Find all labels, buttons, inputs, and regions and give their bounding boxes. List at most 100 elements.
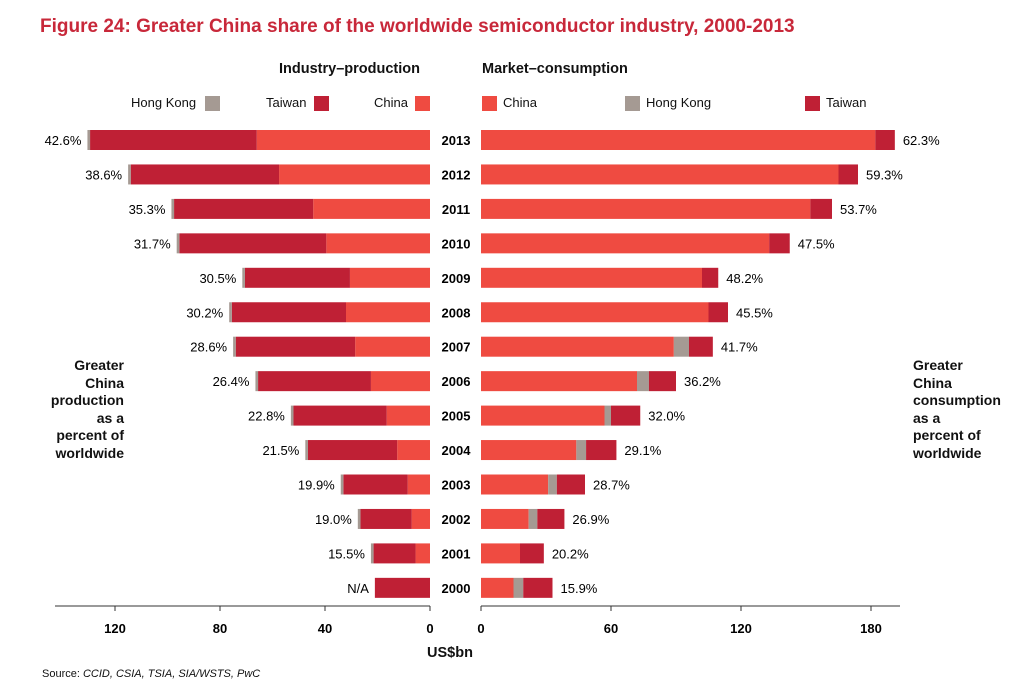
left-panel-title: Industry–production — [279, 61, 420, 77]
left-bar-china — [346, 302, 430, 323]
year-label: 2012 — [442, 167, 471, 182]
left-data-label: 35.3% — [129, 202, 166, 217]
year-label: 2008 — [442, 305, 471, 320]
year-label: 2001 — [442, 546, 471, 561]
left-bar-hongkong — [128, 164, 131, 185]
right-bar-china — [481, 371, 637, 392]
year-label: 2003 — [442, 478, 471, 493]
year-label: 2009 — [442, 271, 471, 286]
left-bar-taiwan — [174, 198, 314, 219]
right-bar-hongkong — [513, 577, 524, 598]
right-data-label: 29.1% — [624, 443, 661, 458]
right-bar-china — [481, 440, 577, 461]
legend-right-taiwan-swatch — [805, 96, 820, 111]
right-bar-taiwan — [648, 371, 676, 392]
right-bar-hongkong — [604, 405, 611, 426]
left-data-label: N/A — [347, 581, 369, 596]
left-bar-hongkong — [290, 405, 294, 426]
left-bar-china — [326, 233, 430, 254]
year-label: 2004 — [442, 443, 472, 458]
left-bar-taiwan — [179, 233, 327, 254]
right-side-label: Greater China consumption as a percent o… — [913, 357, 1001, 461]
left-bar-china — [397, 440, 430, 461]
legend-left-hongkong-swatch — [205, 96, 220, 111]
right-bar-china — [481, 543, 520, 564]
year-label: 2000 — [442, 581, 471, 596]
left-bar-hongkong — [340, 474, 344, 495]
left-bar-hongkong — [229, 302, 232, 323]
left-bar-hongkong — [305, 440, 308, 461]
legend-right-china-swatch — [482, 96, 497, 111]
right-bar-taiwan — [702, 267, 719, 288]
left-data-label: 19.9% — [298, 478, 335, 493]
legend-left-china-label: China — [374, 95, 408, 110]
left-data-label: 19.0% — [315, 512, 352, 527]
left-tick-label: 0 — [426, 621, 433, 636]
left-bar-hongkong — [370, 543, 374, 564]
left-bar-taiwan — [293, 405, 387, 426]
left-bar-taiwan — [307, 440, 398, 461]
right-bar-taiwan — [523, 577, 553, 598]
right-data-label: 45.5% — [736, 305, 773, 320]
left-bar-taiwan — [360, 508, 412, 529]
left-bar-china — [355, 336, 430, 357]
legend-left-china-swatch — [415, 96, 430, 111]
legend-right-hongkong-swatch — [625, 96, 640, 111]
left-data-label: 38.6% — [85, 167, 122, 182]
left-bar-taiwan — [90, 130, 257, 150]
year-label: 2010 — [442, 236, 471, 251]
left-bar-taiwan — [244, 267, 350, 288]
year-label: 2002 — [442, 512, 471, 527]
right-data-label: 32.0% — [648, 409, 685, 424]
left-bar-hongkong — [176, 233, 180, 254]
right-bar-hongkong — [528, 508, 538, 529]
right-tick-label: 180 — [860, 621, 882, 636]
right-bar-china — [481, 302, 709, 323]
right-data-label: 62.3% — [903, 133, 940, 148]
left-bar-china — [370, 371, 430, 392]
right-bar-taiwan — [520, 543, 544, 564]
left-bar-taiwan — [343, 474, 408, 495]
right-bar-taiwan — [769, 233, 790, 254]
right-tick-label: 120 — [730, 621, 752, 636]
right-bar-hongkong — [548, 474, 557, 495]
right-bar-china — [481, 164, 839, 185]
legend-right-hongkong-label: Hong Kong — [646, 95, 712, 110]
year-label: 2005 — [442, 409, 471, 424]
left-data-label: 30.5% — [199, 271, 236, 286]
legend-left-taiwan-label: Taiwan — [266, 95, 307, 110]
right-bar-china — [481, 336, 674, 357]
left-bar-china — [386, 405, 430, 426]
right-data-label: 59.3% — [866, 167, 903, 182]
right-bar-china — [481, 577, 514, 598]
left-bar-taiwan — [130, 164, 280, 185]
right-data-label: 15.9% — [561, 581, 598, 596]
right-data-label: 47.5% — [798, 236, 835, 251]
right-data-label: 53.7% — [840, 202, 877, 217]
x-axis-unit-label: US$bn — [427, 645, 473, 661]
right-data-label: 26.9% — [572, 512, 609, 527]
left-bar-hongkong — [255, 371, 259, 392]
left-bar-china — [415, 543, 430, 564]
right-data-label: 41.7% — [721, 340, 758, 355]
left-data-label: 15.5% — [328, 546, 365, 561]
year-label: 2013 — [442, 133, 471, 148]
right-bar-hongkong — [637, 371, 649, 392]
right-bar-taiwan — [708, 302, 728, 323]
right-panel-title: Market–consumption — [482, 61, 628, 77]
year-label: 2007 — [442, 340, 471, 355]
left-bar-china — [349, 267, 430, 288]
left-tick-label: 40 — [318, 621, 332, 636]
right-bar-taiwan — [838, 164, 858, 185]
left-bar-taiwan — [374, 577, 430, 598]
left-bar-taiwan — [258, 371, 371, 392]
left-data-label: 28.6% — [190, 340, 227, 355]
right-bar-taiwan — [689, 336, 713, 357]
left-bar-hongkong — [357, 508, 361, 529]
left-data-label: 21.5% — [262, 443, 299, 458]
right-bar-taiwan — [556, 474, 585, 495]
right-bar-china — [481, 405, 605, 426]
right-data-label: 20.2% — [552, 546, 589, 561]
right-bar-hongkong — [576, 440, 587, 461]
